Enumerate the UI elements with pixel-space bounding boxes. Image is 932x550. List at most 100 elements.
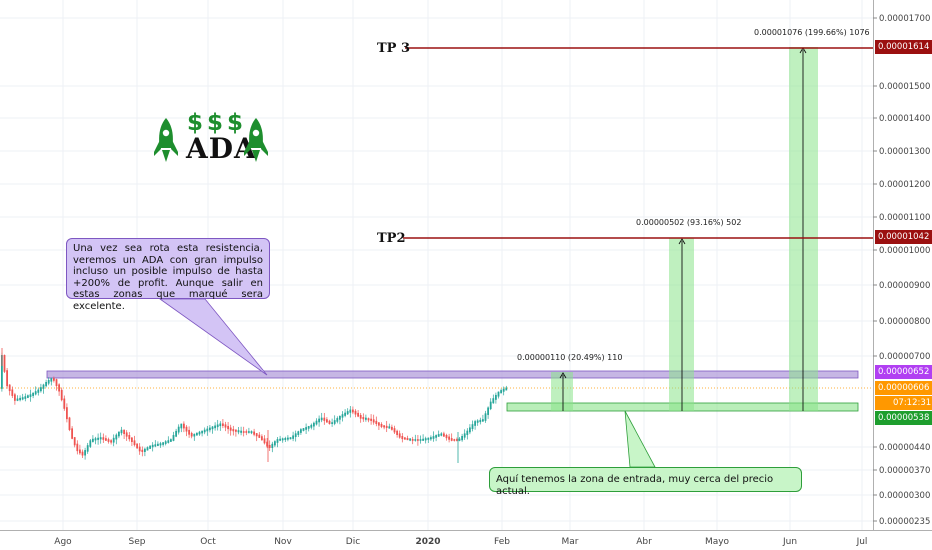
candle-body <box>367 418 370 421</box>
candle-body <box>188 429 190 435</box>
candle-body <box>37 389 40 393</box>
candle-body <box>456 439 458 441</box>
candle-body <box>385 425 388 428</box>
candle-body <box>437 434 440 437</box>
candle-body <box>326 419 328 423</box>
candle-body <box>183 423 185 429</box>
measure-bar-3 <box>789 47 818 411</box>
candle-body <box>193 433 196 437</box>
measure-bar-1 <box>551 372 573 411</box>
candle-body <box>164 441 167 444</box>
y-tick-label: 0.00000900 <box>879 281 930 291</box>
candle-body <box>461 436 463 441</box>
candle-body <box>172 435 175 441</box>
candle-body <box>255 433 258 437</box>
candle-body <box>474 421 476 426</box>
candle-body <box>404 437 406 440</box>
candle-body <box>287 437 289 440</box>
candle-body <box>344 412 346 416</box>
x-tick-label: Oct <box>200 537 216 547</box>
candle-body <box>237 430 240 433</box>
candle-body <box>419 439 422 441</box>
candle-body <box>216 424 219 428</box>
candle-body <box>27 395 29 398</box>
candle-body <box>180 423 183 429</box>
candle-body <box>422 438 424 441</box>
candle-body <box>424 438 427 441</box>
x-tick-label: Sep <box>129 537 146 547</box>
candle-body <box>297 431 300 435</box>
candle-body <box>133 440 136 446</box>
candle-body <box>469 427 471 433</box>
candle-body <box>24 396 27 399</box>
dollar-signs: $$$ <box>187 110 248 136</box>
candle-body <box>123 429 125 434</box>
candle-body <box>398 433 401 438</box>
zones <box>0 370 873 412</box>
candle-body <box>99 437 102 440</box>
candle-body <box>157 443 159 446</box>
candle-body <box>131 437 133 442</box>
candle-body <box>471 424 474 430</box>
y-tick-label: 0.00000800 <box>879 317 930 327</box>
candle-body <box>489 401 492 410</box>
tp2-label: TP2 <box>377 231 406 246</box>
resistance-zone <box>46 370 859 379</box>
resistance-note[interactable]: Una vez sea rota esta resistencia, verem… <box>66 238 270 312</box>
price-tag-tp2: 0.00001042 <box>875 230 932 244</box>
candle-body <box>396 430 398 435</box>
candle-body <box>357 412 359 417</box>
candle-body <box>14 394 16 401</box>
candle-body <box>211 426 214 430</box>
candle-body <box>219 423 222 427</box>
x-tick-label: Mayo <box>705 537 730 547</box>
candle-body <box>138 446 141 452</box>
candle-body <box>411 439 414 441</box>
level-lines <box>403 47 873 239</box>
candle-body <box>6 370 8 387</box>
x-tick-label: Nov <box>274 537 292 547</box>
candle-body <box>479 419 482 423</box>
candle-body <box>495 394 497 400</box>
entry-note[interactable]: Aquí tenemos la zona de entrada, muy cer… <box>489 467 802 497</box>
candle-body <box>323 417 326 421</box>
candle-body <box>500 390 502 394</box>
price-tag-tp3: 0.00001614 <box>875 40 932 54</box>
time-axis[interactable]: Ago Sep Oct Nov Dic 2020 Feb Mar Abr Mayo Jun Jul <box>0 530 932 548</box>
candle-body <box>1 355 3 389</box>
measure-bar-2 <box>669 238 694 411</box>
candle-body <box>229 427 232 431</box>
candle-body <box>346 411 349 415</box>
measure-label-2: 0.00000502 (93.16%) 502 <box>636 218 742 227</box>
candle-body <box>248 431 250 433</box>
y-tick-label: 0.00000235 <box>879 517 930 527</box>
candle-body <box>276 439 279 443</box>
candle-body <box>112 437 115 443</box>
candle-body <box>359 414 362 419</box>
measure-arrowhead-2 <box>678 238 686 245</box>
y-tick-label: 0.00001700 <box>879 14 930 24</box>
candle-body <box>149 445 151 449</box>
candle-body <box>440 433 443 436</box>
candle-body <box>284 438 287 440</box>
price-tag-resistance: 0.00000652 <box>875 365 932 379</box>
candle-body <box>214 425 216 429</box>
y-tick-label: 0.00001500 <box>879 82 930 92</box>
price-tag-entry: 0.00000538 <box>875 411 932 425</box>
price-axis[interactable]: 0.00001700 0.00001500 0.00001400 0.00001300… <box>873 0 932 530</box>
candle-body <box>162 442 164 445</box>
candle-body <box>445 435 448 439</box>
candle-body <box>448 436 450 440</box>
candle-body <box>263 438 266 444</box>
x-tick-label: Ago <box>54 537 72 547</box>
y-tick-label: 0.00000300 <box>879 491 930 501</box>
candle-body <box>453 439 456 441</box>
candle-body <box>320 417 323 421</box>
candle-body <box>310 424 313 428</box>
measure-label-1: 0.00000110 (20.49%) 110 <box>517 353 623 362</box>
x-tick-label: Dic <box>346 537 360 547</box>
candle-body <box>492 398 495 404</box>
candle-body <box>409 438 411 441</box>
candle-body <box>159 443 162 446</box>
